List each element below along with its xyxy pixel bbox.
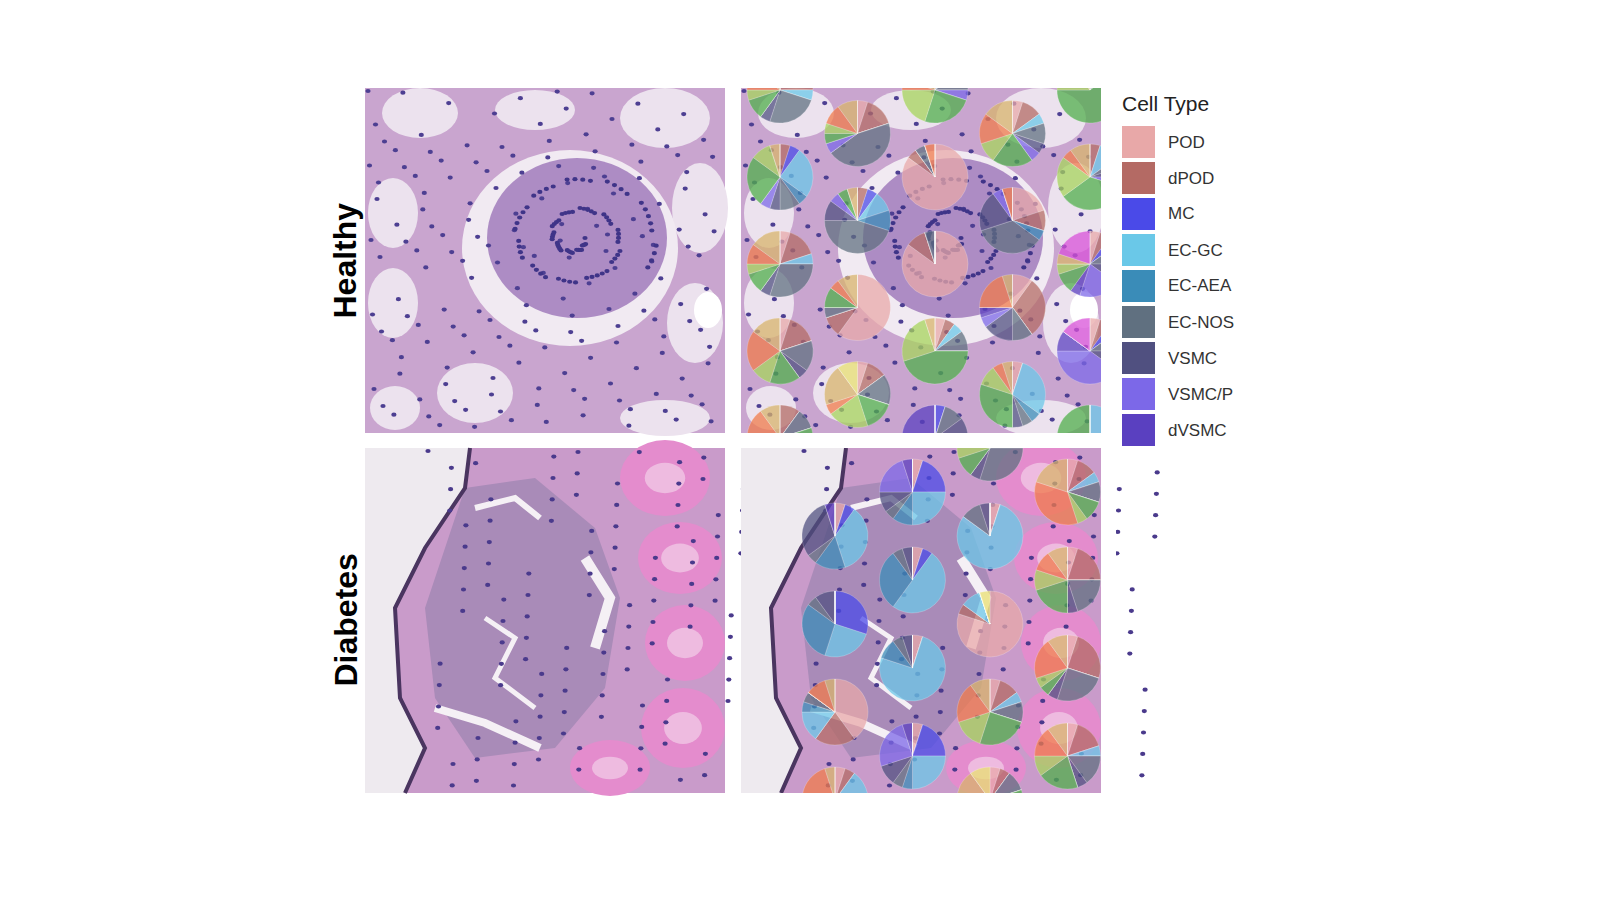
- svg-text:VSMC/P: VSMC/P: [1168, 385, 1233, 404]
- svg-text:EC-AEA: EC-AEA: [1168, 276, 1232, 295]
- svg-text:EC-GC: EC-GC: [1168, 241, 1223, 260]
- svg-text:Cell Type: Cell Type: [1122, 92, 1209, 115]
- svg-text:EC-NOS: EC-NOS: [1168, 313, 1234, 332]
- svg-text:Healthy: Healthy: [327, 203, 363, 319]
- svg-text:POD: POD: [1168, 133, 1205, 152]
- svg-text:MC: MC: [1168, 204, 1194, 223]
- svg-text:dVSMC: dVSMC: [1168, 421, 1227, 440]
- svg-text:Diabetes: Diabetes: [328, 553, 364, 686]
- svg-text:VSMC: VSMC: [1168, 349, 1217, 368]
- svg-text:dPOD: dPOD: [1168, 169, 1214, 188]
